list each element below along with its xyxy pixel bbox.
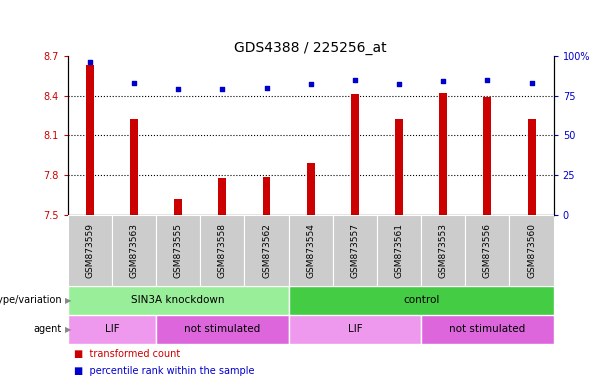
Text: GSM873560: GSM873560 [527,223,536,278]
Point [438,78,448,84]
Bar [174,199,182,215]
Point [394,81,403,88]
Bar [219,178,226,215]
Text: GSM873559: GSM873559 [85,223,94,278]
Text: GSM873556: GSM873556 [483,223,492,278]
Title: GDS4388 / 225256_at: GDS4388 / 225256_at [234,41,387,55]
Text: ▶: ▶ [65,325,71,334]
Text: genotype/variation: genotype/variation [0,295,62,306]
Bar [68,315,156,344]
Bar [156,215,200,286]
Text: agent: agent [34,324,62,334]
Bar [307,163,315,215]
Bar [421,215,465,286]
Point [527,80,536,86]
Text: LIF: LIF [105,324,119,334]
Bar [263,177,270,215]
Bar [465,215,509,286]
Bar [395,119,403,215]
Bar [68,215,112,286]
Point [130,80,139,86]
Point [85,59,94,65]
Bar [244,215,289,286]
Text: ■  percentile rank within the sample: ■ percentile rank within the sample [74,366,254,376]
Text: ■  transformed count: ■ transformed count [74,349,180,359]
Bar [528,119,535,215]
Text: not stimulated: not stimulated [449,324,525,334]
Text: GSM873562: GSM873562 [262,223,271,278]
Bar [484,97,491,215]
Bar [130,119,138,215]
Bar [200,215,244,286]
Point [350,76,359,83]
Text: GSM873554: GSM873554 [306,223,315,278]
Point [217,86,227,92]
Bar [86,65,94,215]
Text: not stimulated: not stimulated [184,324,260,334]
Bar [156,315,289,344]
Bar [289,215,333,286]
Text: LIF: LIF [348,324,362,334]
Point [173,86,183,92]
Bar [112,215,156,286]
Text: SIN3A knockdown: SIN3A knockdown [131,295,225,306]
Text: GSM873553: GSM873553 [439,223,448,278]
Bar [68,286,289,315]
Bar [333,215,377,286]
Text: GSM873558: GSM873558 [218,223,227,278]
Text: ▶: ▶ [65,296,71,305]
Bar [289,315,421,344]
Bar [421,315,554,344]
Bar [377,215,421,286]
Text: control: control [403,295,439,306]
Text: GSM873555: GSM873555 [174,223,183,278]
Bar [351,94,359,215]
Text: GSM873563: GSM873563 [130,223,138,278]
Text: GSM873561: GSM873561 [395,223,403,278]
Bar [439,93,447,215]
Point [306,81,316,88]
Point [482,76,492,83]
Text: GSM873557: GSM873557 [350,223,359,278]
Bar [509,215,554,286]
Bar [289,286,554,315]
Point [262,84,271,91]
